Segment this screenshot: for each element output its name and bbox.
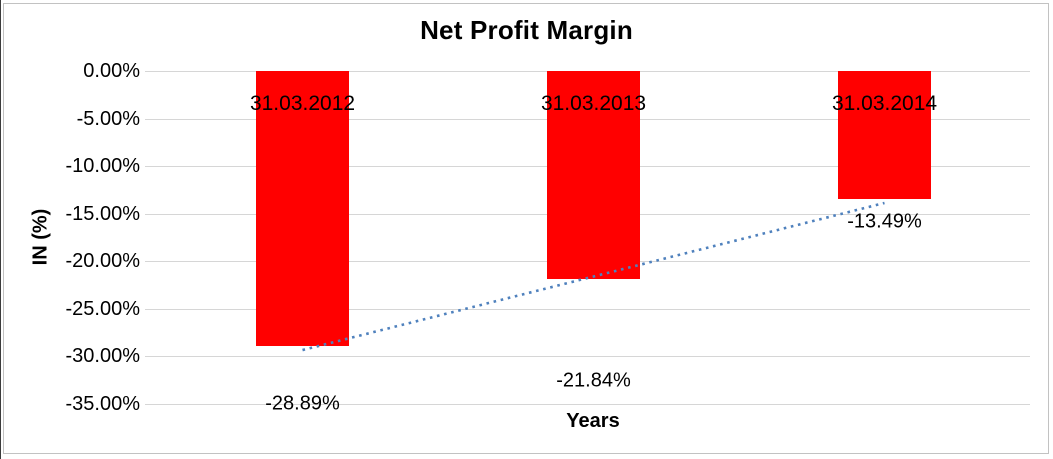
category-label: 31.03.2013 <box>540 92 647 115</box>
value-label: -13.49% <box>847 210 922 233</box>
bar <box>838 71 931 200</box>
gridline <box>145 356 1030 357</box>
y-tick-label: -15.00% <box>65 203 141 225</box>
y-tick-label: -30.00% <box>65 345 141 367</box>
gridline <box>145 404 1030 405</box>
y-tick-label: -20.00% <box>65 250 141 272</box>
y-tick-label: -35.00% <box>65 393 141 415</box>
category-label: 31.03.2012 <box>249 92 356 115</box>
y-axis-title: IN (%) <box>29 208 52 266</box>
image-left-border <box>0 0 1 459</box>
value-label: -21.84% <box>556 369 631 392</box>
y-tick-label: -5.00% <box>76 108 140 130</box>
chart-title: Net Profit Margin <box>420 15 633 45</box>
x-axis-title: Years <box>566 410 620 432</box>
value-label: -28.89% <box>265 392 340 415</box>
y-tick-label: -10.00% <box>65 155 141 177</box>
y-tick-label: -25.00% <box>65 298 141 320</box>
category-label: 31.03.2014 <box>831 92 938 115</box>
y-tick-label: 0.00% <box>83 60 140 82</box>
